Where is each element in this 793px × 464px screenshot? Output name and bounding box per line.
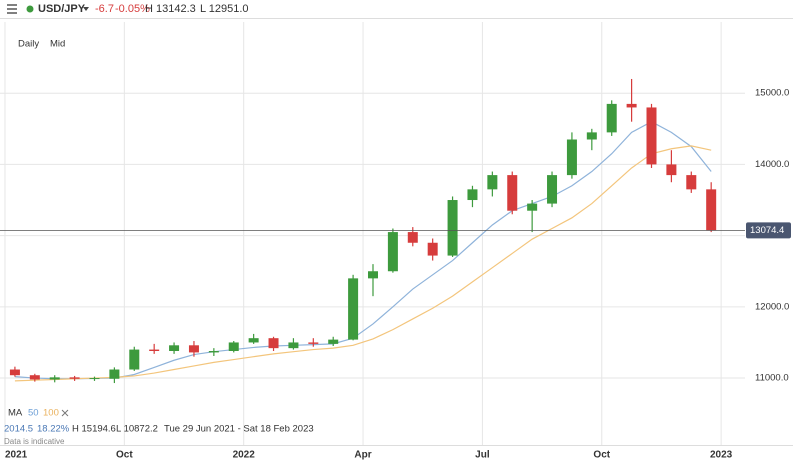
legend-range: Tue 29 Jun 2021 - Sat 18 Feb 2023 <box>164 424 314 435</box>
candle-body <box>586 132 597 140</box>
legend-pct: 18.22% <box>37 424 70 435</box>
candle-body <box>566 139 577 176</box>
dropdown-arrow[interactable] <box>83 7 89 11</box>
candle-body <box>129 349 140 370</box>
candle-body <box>686 175 697 190</box>
candle-body <box>387 232 398 272</box>
candle-body <box>447 200 458 256</box>
legend-high: H 15194.6 <box>72 424 116 435</box>
x-tick-label: Apr <box>354 450 371 461</box>
last-price-label: 13074.4 <box>750 225 784 236</box>
price-type[interactable]: Mid <box>50 39 65 50</box>
ma-close-icon[interactable] <box>61 409 69 417</box>
change-pct: -0.05% <box>115 3 150 15</box>
x-tick-label: 2022 <box>233 450 256 461</box>
candle-body <box>407 232 418 243</box>
candle-body <box>188 345 199 353</box>
disclaimer: Data is indicative <box>4 437 65 446</box>
candle-body <box>149 349 160 351</box>
legend-value: 2014.5 <box>4 424 33 435</box>
candle-body <box>228 342 239 351</box>
moving-average <box>14 145 712 382</box>
candle-body <box>69 377 80 379</box>
ma-label: MA <box>8 408 23 419</box>
y-tick-label: 12000.0 <box>755 301 789 312</box>
candle-body <box>328 339 339 344</box>
candle-body <box>308 342 319 344</box>
x-tick-label: Oct <box>116 450 133 461</box>
x-tick-label: Oct <box>593 450 610 461</box>
ma-period[interactable]: 50 <box>28 408 39 419</box>
candle-body <box>527 203 538 211</box>
candle-body <box>367 271 378 279</box>
candle-body <box>646 107 657 165</box>
change: -6.7 <box>95 3 114 15</box>
candle-body <box>547 175 558 204</box>
candle-body <box>288 342 299 349</box>
candle-body <box>706 189 717 231</box>
x-tick-label: 2021 <box>5 450 28 461</box>
candle-body <box>467 189 478 201</box>
y-tick-label: 11000.0 <box>755 373 789 384</box>
candle-body <box>268 338 279 349</box>
candle-body <box>248 338 259 343</box>
candle-body <box>169 345 180 351</box>
status-dot <box>26 5 34 13</box>
ma-period[interactable]: 100 <box>43 408 59 419</box>
x-tick-label: 2023 <box>710 450 733 461</box>
legend-low: L 10872.2 <box>116 424 158 435</box>
candle-body <box>606 103 617 133</box>
candle-body <box>49 377 60 380</box>
day-low: L 12951.0 <box>200 3 249 15</box>
last-price-box <box>746 222 791 239</box>
symbol[interactable]: USD/JPY <box>38 3 86 15</box>
candle-body <box>208 351 219 353</box>
day-high: H 13142.3 <box>145 3 196 15</box>
candle-body <box>89 378 100 380</box>
candle-body <box>427 242 438 256</box>
candle-body <box>626 103 637 108</box>
candle-body <box>507 175 518 211</box>
x-tick-label: Jul <box>475 450 490 461</box>
candle-body <box>666 164 677 176</box>
plot: 11000.012000.013000.014000.015000.02021O… <box>0 22 791 461</box>
moving-average <box>14 121 712 380</box>
interval[interactable]: Daily <box>18 39 39 50</box>
candle-body <box>9 369 20 376</box>
candle-body <box>29 375 40 380</box>
y-tick-label: 15000.0 <box>755 88 789 99</box>
y-tick-label: 14000.0 <box>755 159 789 170</box>
candle-body <box>109 369 120 379</box>
candle-body <box>348 278 359 340</box>
menu-icon[interactable] <box>7 4 17 14</box>
candle-body <box>487 175 498 190</box>
